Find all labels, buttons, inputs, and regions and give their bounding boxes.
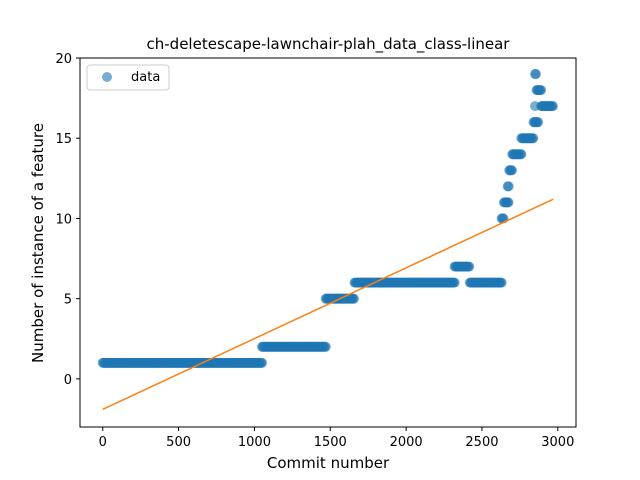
x-tick-label: 500 bbox=[166, 435, 191, 450]
data-point bbox=[503, 181, 514, 192]
plot-area bbox=[79, 57, 577, 428]
data-point bbox=[320, 341, 331, 352]
legend: data bbox=[86, 64, 170, 91]
data-point bbox=[503, 197, 514, 208]
x-tick-label: 1000 bbox=[238, 435, 271, 450]
x-tick-label: 2000 bbox=[390, 435, 423, 450]
y-axis-label: Number of instance of a feature bbox=[29, 123, 47, 363]
data-point bbox=[533, 117, 544, 128]
chart-title: ch-deletescape-lawnchair-plah_data_class… bbox=[147, 35, 511, 54]
x-tick-label: 1500 bbox=[314, 435, 347, 450]
data-point bbox=[506, 165, 517, 176]
y-tick-label: 5 bbox=[64, 293, 72, 308]
data-point bbox=[530, 69, 541, 80]
y-tick-label: 0 bbox=[64, 373, 72, 388]
x-tick-label: 2500 bbox=[465, 435, 498, 450]
data-point bbox=[257, 357, 268, 368]
legend-box bbox=[86, 64, 170, 91]
data-point bbox=[547, 101, 558, 112]
x-tick-label: 0 bbox=[99, 435, 107, 450]
y-tick-label: 20 bbox=[55, 52, 72, 67]
y-tick-label: 15 bbox=[55, 132, 72, 147]
data-point bbox=[528, 133, 539, 144]
data-point bbox=[464, 261, 475, 272]
data-point bbox=[516, 149, 527, 160]
x-axis-label: Commit number bbox=[267, 454, 390, 472]
y-tick-label: 10 bbox=[55, 212, 72, 227]
y-axis: 0 5 10 15 20 bbox=[55, 52, 80, 388]
data-point bbox=[496, 277, 507, 288]
data-point bbox=[348, 293, 359, 304]
x-tick-label: 3000 bbox=[541, 435, 574, 450]
axes-frame bbox=[79, 57, 577, 428]
fit-line bbox=[102, 198, 554, 411]
x-axis: 0 500 1000 1500 2000 2500 3000 bbox=[99, 427, 574, 450]
data-point bbox=[536, 85, 547, 96]
legend-label-data: data bbox=[131, 70, 160, 85]
legend-marker bbox=[102, 72, 112, 82]
data-point bbox=[449, 277, 460, 288]
